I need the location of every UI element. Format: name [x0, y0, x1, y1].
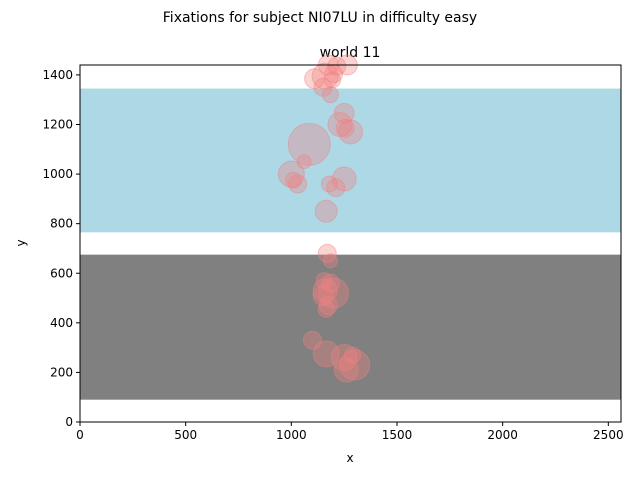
y-tick-label: 400	[50, 316, 73, 330]
x-tick-label: 1000	[276, 428, 307, 442]
fixation-point-24	[315, 272, 333, 290]
fixation-point-1	[327, 56, 347, 76]
fixation-point-6	[324, 71, 342, 89]
fixation-point-4	[304, 68, 326, 90]
fixation-point-25	[320, 273, 340, 293]
fixation-point-12	[338, 119, 363, 145]
x-axis: 0 500 1000 1500 2000 2500	[76, 422, 624, 442]
fixation-point-21	[314, 199, 338, 223]
x-tick-label: 1500	[382, 428, 413, 442]
fixation-point-31	[302, 330, 322, 350]
y-tick-label: 1400	[42, 68, 73, 82]
fixation-point-7	[313, 77, 333, 97]
y-tick-label: 600	[50, 266, 73, 280]
fixation-point-15	[277, 160, 305, 188]
fixation-point-27	[318, 277, 350, 309]
y-tick-label: 0	[65, 415, 73, 429]
light-blue-band	[80, 88, 621, 233]
fixation-point-11	[335, 118, 355, 138]
fixation-point-20	[326, 178, 346, 198]
x-tick-label: 500	[174, 428, 197, 442]
x-tick-label: 2000	[487, 428, 518, 442]
fixation-point-10	[327, 112, 353, 137]
fixation-point-22	[317, 243, 337, 263]
fixation-point-13	[287, 122, 331, 166]
chart-suptitle: Fixations for subject NI07LU in difficul…	[163, 10, 477, 26]
axes-frame	[79, 64, 622, 423]
plot-area	[80, 54, 621, 400]
fixation-point-17	[288, 174, 308, 194]
fixation-point-30	[317, 300, 335, 318]
fixation-point-9	[333, 102, 355, 124]
fixation-point-26	[312, 278, 338, 304]
fixation-point-19	[320, 175, 338, 193]
gray-band	[80, 254, 621, 400]
fixation-point-33	[330, 344, 358, 372]
y-axis-label: y	[14, 239, 28, 246]
y-axis: 0 200 400 600 800 1000 1200 1400	[42, 68, 80, 429]
y-tick-label: 200	[50, 365, 73, 379]
fixation-point-28	[312, 285, 334, 307]
fixation-point-34	[344, 346, 362, 364]
fixation-point-36	[333, 357, 359, 383]
fixation-point-23	[322, 253, 338, 269]
x-tick-label: 0	[76, 428, 84, 442]
chart-title: world 11	[320, 45, 381, 61]
fixation-point-29	[318, 295, 338, 315]
x-axis-label: x	[346, 451, 353, 465]
fixation-point-35	[339, 349, 371, 381]
fixation-point-14	[296, 154, 312, 170]
fixation-point-18	[331, 166, 357, 192]
y-tick-label: 800	[50, 217, 73, 231]
fixation-point-16	[284, 171, 302, 189]
y-tick-label: 1000	[42, 167, 73, 181]
fixation-point-8	[321, 86, 339, 104]
fixation-point-5	[311, 62, 339, 90]
x-tick-label: 2500	[593, 428, 624, 442]
fixation-point-32	[312, 340, 340, 368]
y-tick-label: 1200	[42, 118, 73, 132]
